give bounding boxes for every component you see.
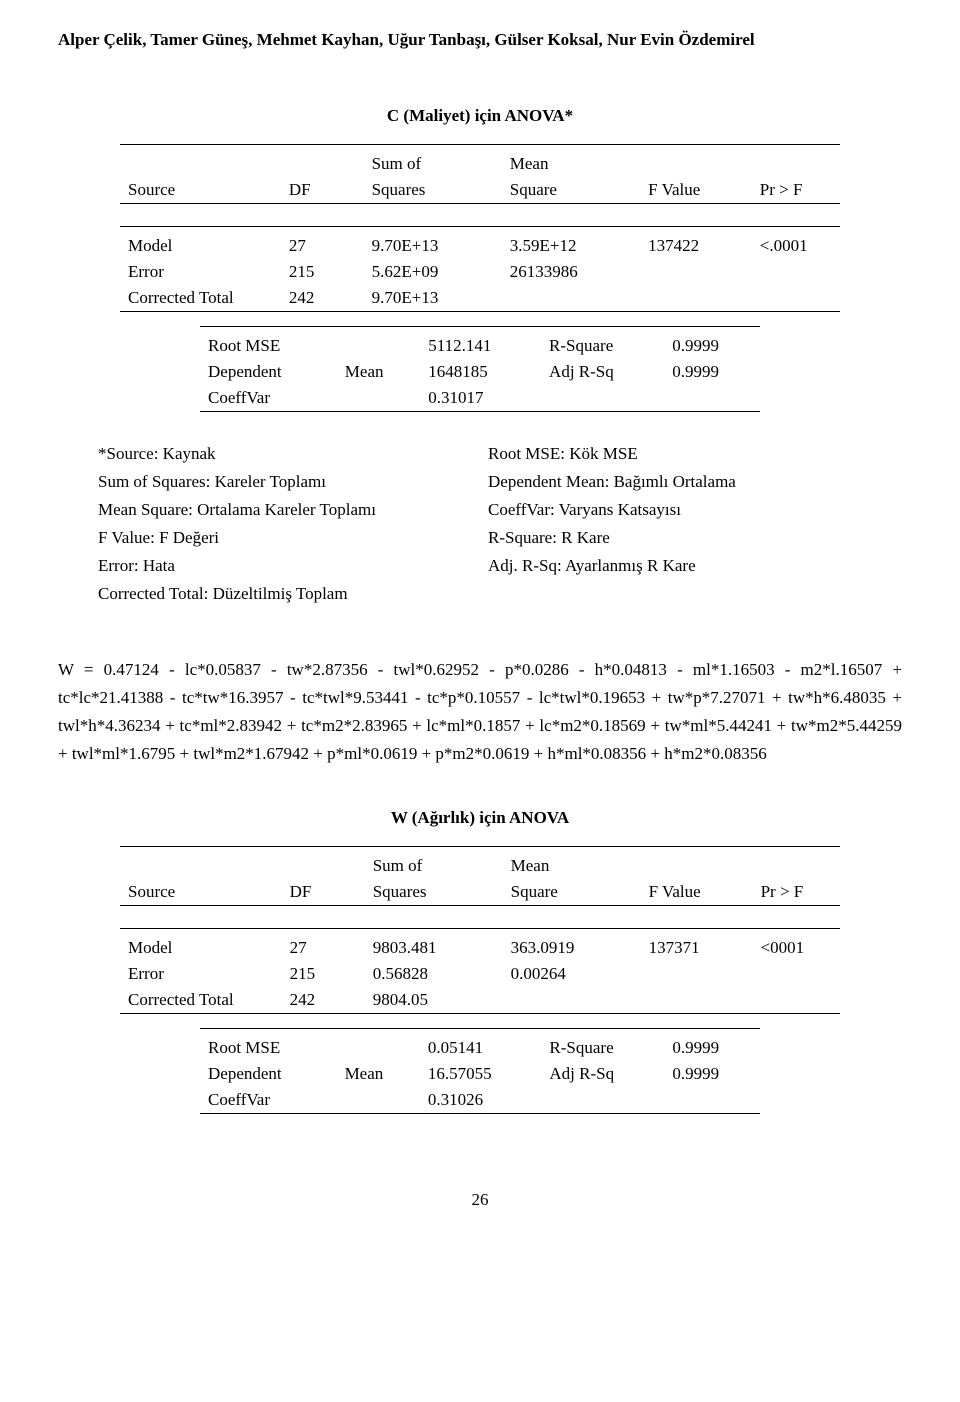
table-c-title: C (Maliyet) için ANOVA* xyxy=(58,106,902,126)
cell: 9803.481 xyxy=(365,935,503,961)
cell: 0.9999 xyxy=(664,1061,760,1087)
cell: 27 xyxy=(282,935,365,961)
legend-item: Corrected Total: Düzeltilmiş Toplam xyxy=(98,580,488,608)
cell: Error xyxy=(120,259,281,285)
cell: 9804.05 xyxy=(365,987,503,1014)
table-row: Error 215 5.62E+09 26133986 xyxy=(120,259,840,285)
cell: 26133986 xyxy=(502,259,640,285)
hdr-square: Square xyxy=(503,879,641,906)
cell: 16.57055 xyxy=(420,1061,541,1087)
cell: Root MSE xyxy=(200,1035,337,1061)
legend-item: CoeffVar: Varyans Katsayısı xyxy=(488,496,902,524)
cell: 0.00264 xyxy=(503,961,641,987)
legend-item: Root MSE: Kök MSE xyxy=(488,440,902,468)
cell: 215 xyxy=(281,259,364,285)
cell: Error xyxy=(120,961,282,987)
table-row: Model 27 9803.481 363.0919 137371 <0001 xyxy=(120,935,840,961)
hdr-mean: Mean xyxy=(503,853,641,879)
cell: Adj R-Sq xyxy=(541,1061,664,1087)
hdr-source: Source xyxy=(120,879,282,906)
cell: 9.70E+13 xyxy=(364,233,502,259)
cell: 363.0919 xyxy=(503,935,641,961)
cell: Corrected Total xyxy=(120,987,282,1014)
anova-c-table: Sum of Mean Source DF Squares Square F V… xyxy=(120,144,840,318)
cell: 0.05141 xyxy=(420,1035,541,1061)
anova-c-stats: Root MSE 5112.141 R-Square 0.9999 Depend… xyxy=(200,326,760,418)
cell: Dependent xyxy=(200,1061,337,1087)
cell: Dependent xyxy=(200,359,337,385)
cell: 3.59E+12 xyxy=(502,233,640,259)
page-number: 26 xyxy=(58,1190,902,1210)
cell xyxy=(337,1035,420,1061)
cell: 242 xyxy=(282,987,365,1014)
cell: 0.9999 xyxy=(664,1035,760,1061)
cell: CoeffVar xyxy=(200,385,337,412)
legend-item: *Source: Kaynak xyxy=(98,440,488,468)
cell: 242 xyxy=(281,285,364,312)
cell: 9.70E+13 xyxy=(364,285,502,312)
hdr-sumof: Sum of xyxy=(365,853,503,879)
cell: 27 xyxy=(281,233,364,259)
cell: 5.62E+09 xyxy=(364,259,502,285)
hdr-square: Square xyxy=(502,177,640,204)
equation-w: W = 0.47124 - lc*0.05837 - tw*2.87356 - … xyxy=(58,656,902,768)
cell: Mean xyxy=(337,1061,420,1087)
cell: 0.56828 xyxy=(365,961,503,987)
anova-w-table: Sum of Mean Source DF Squares Square F V… xyxy=(120,846,840,1020)
cell: 0.31017 xyxy=(420,385,541,412)
anova-w-stats: Root MSE 0.05141 R-Square 0.9999 Depende… xyxy=(200,1028,760,1120)
table-row: Error 215 0.56828 0.00264 xyxy=(120,961,840,987)
legend-item: Mean Square: Ortalama Kareler Toplamı xyxy=(98,496,488,524)
legend-item: Adj. R-Sq: Ayarlanmış R Kare xyxy=(488,552,902,580)
cell xyxy=(337,333,421,359)
cell: Adj R-Sq xyxy=(541,359,664,385)
hdr-squares: Squares xyxy=(365,879,503,906)
legend-block: *Source: Kaynak Root MSE: Kök MSE Sum of… xyxy=(98,440,902,608)
legend-item: F Value: F Değeri xyxy=(98,524,488,552)
hdr-squares: Squares xyxy=(364,177,502,204)
legend-item: Dependent Mean: Bağımlı Ortalama xyxy=(488,468,902,496)
cell: Mean xyxy=(337,359,421,385)
legend-item: Error: Hata xyxy=(98,552,488,580)
hdr-prf: Pr > F xyxy=(752,177,840,204)
cell: 0.9999 xyxy=(664,333,760,359)
cell: R-Square xyxy=(541,1035,664,1061)
legend-item: R-Square: R Kare xyxy=(488,524,902,552)
hdr-sumof: Sum of xyxy=(364,151,502,177)
legend-item: Sum of Squares: Kareler Toplamı xyxy=(98,468,488,496)
table-w-title: W (Ağırlık) için ANOVA xyxy=(58,808,902,828)
cell: 215 xyxy=(282,961,365,987)
cell: 1648185 xyxy=(420,359,541,385)
cell: CoeffVar xyxy=(200,1087,337,1114)
cell: <.0001 xyxy=(752,233,840,259)
hdr-fvalue: F Value xyxy=(641,879,753,906)
table-row: Corrected Total 242 9804.05 xyxy=(120,987,840,1014)
hdr-df: DF xyxy=(282,879,365,906)
cell: <0001 xyxy=(753,935,840,961)
cell: Model xyxy=(120,935,282,961)
cell xyxy=(337,385,421,412)
hdr-df: DF xyxy=(281,177,364,204)
cell: Root MSE xyxy=(200,333,337,359)
cell: Model xyxy=(120,233,281,259)
hdr-source: Source xyxy=(120,177,281,204)
authors-line: Alper Çelik, Tamer Güneş, Mehmet Kayhan,… xyxy=(58,30,902,50)
cell: 137422 xyxy=(640,233,752,259)
hdr-fvalue: F Value xyxy=(640,177,752,204)
cell: R-Square xyxy=(541,333,664,359)
cell xyxy=(337,1087,420,1114)
cell: 0.9999 xyxy=(664,359,760,385)
table-row: Corrected Total 242 9.70E+13 xyxy=(120,285,840,312)
cell: Corrected Total xyxy=(120,285,281,312)
table-row: Model 27 9.70E+13 3.59E+12 137422 <.0001 xyxy=(120,233,840,259)
hdr-mean: Mean xyxy=(502,151,640,177)
cell: 5112.141 xyxy=(420,333,541,359)
cell: 0.31026 xyxy=(420,1087,541,1114)
hdr-prf: Pr > F xyxy=(753,879,840,906)
legend-item xyxy=(488,580,902,608)
cell: 137371 xyxy=(641,935,753,961)
